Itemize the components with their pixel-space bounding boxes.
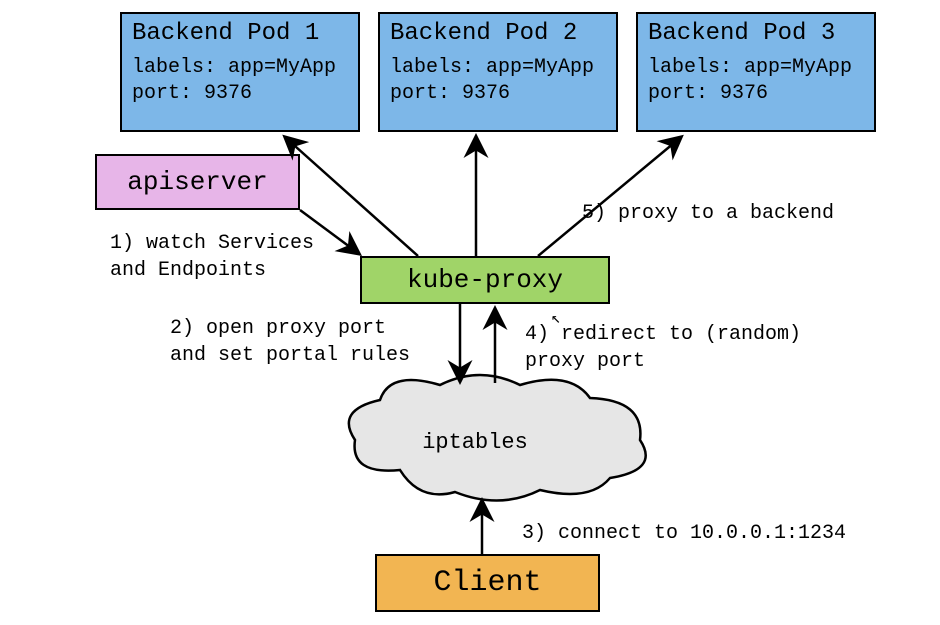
node-apiserver: apiserver [95, 154, 300, 210]
client-title: Client [433, 566, 541, 600]
pod1-title: Backend Pod 1 [132, 20, 348, 47]
node-iptables: iptables [349, 375, 646, 501]
annotation-step-3: 3) connect to 10.0.0.1:1234 [522, 520, 846, 547]
node-backend-pod-3: Backend Pod 3 labels: app=MyApp port: 93… [636, 12, 876, 132]
annotation-step-4: 4) redirect to (random) proxy port [525, 321, 801, 375]
edge-kubeproxy-to-pod3 [538, 138, 680, 256]
pod2-labels: labels: app=MyApp [390, 55, 606, 81]
pod3-labels: labels: app=MyApp [648, 55, 864, 81]
apiserver-title: apiserver [127, 167, 267, 197]
iptables-title: iptables [422, 430, 528, 455]
node-kube-proxy: kube-proxy [360, 256, 610, 304]
pod3-meta: labels: app=MyApp port: 9376 [648, 55, 864, 107]
pod3-port: port: 9376 [648, 81, 864, 107]
pod1-meta: labels: app=MyApp port: 9376 [132, 55, 348, 107]
node-backend-pod-1: Backend Pod 1 labels: app=MyApp port: 93… [120, 12, 360, 132]
node-client: Client [375, 554, 600, 612]
pod1-port: port: 9376 [132, 81, 348, 107]
pod3-title: Backend Pod 3 [648, 20, 864, 47]
node-backend-pod-2: Backend Pod 2 labels: app=MyApp port: 93… [378, 12, 618, 132]
kubeproxy-title: kube-proxy [407, 265, 563, 295]
pod2-title: Backend Pod 2 [390, 20, 606, 47]
annotation-step-5: 5) proxy to a backend [582, 200, 834, 227]
pod1-labels: labels: app=MyApp [132, 55, 348, 81]
annotation-step-1: 1) watch Services and Endpoints [110, 230, 314, 284]
pod2-meta: labels: app=MyApp port: 9376 [390, 55, 606, 107]
annotation-step-2: 2) open proxy port and set portal rules [170, 315, 410, 369]
pod2-port: port: 9376 [390, 81, 606, 107]
